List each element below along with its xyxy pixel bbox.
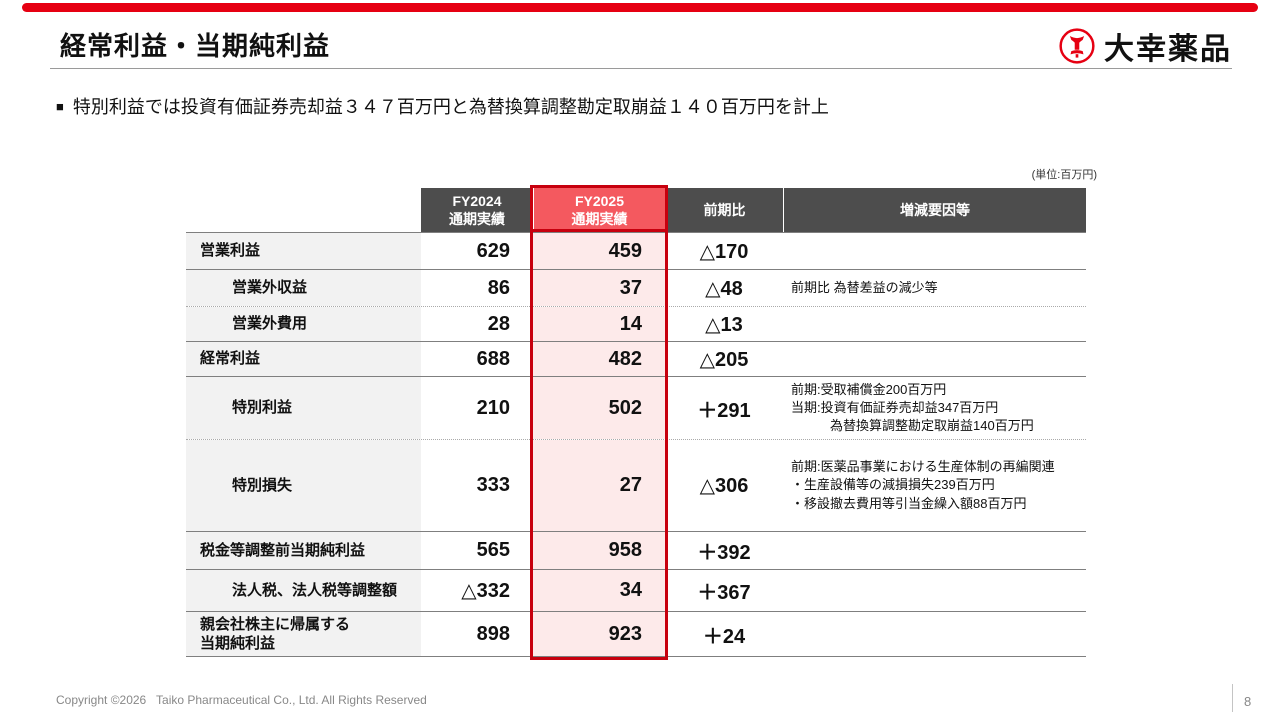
row-label: 営業外費用 — [186, 307, 421, 341]
bullet-square-icon: ■ — [56, 98, 64, 114]
fy2025-value: 37 — [533, 270, 665, 306]
table-row: 経常利益 688 482 △205 — [186, 342, 1086, 377]
table-body: 営業利益 629 459 △170 営業外収益 86 37 △48 前期比 為替差益の減少等 営業… — [186, 232, 1086, 657]
table-row: 法人税、法人税等調整額 △332 34 ＋367 — [186, 570, 1086, 612]
yoy-value: ＋367 — [697, 582, 751, 604]
yoy-value: ＋24 — [702, 625, 746, 648]
yoy-value: ＋291 — [697, 399, 751, 422]
fy2025-value: 27 — [533, 440, 665, 531]
top-accent-bar — [22, 3, 1258, 12]
column-header-yoy: 前期比 — [665, 188, 783, 232]
table-row: 特別損失 333 27 △306 前期:医薬品事業における生産体制の再編関連 ・生産設備… — [186, 440, 1086, 532]
column-header-fy2024: FY2024 通期実績 — [421, 188, 533, 232]
fy2025-value: 482 — [533, 342, 665, 376]
remark-text — [783, 342, 1086, 376]
remark-text — [783, 233, 1086, 269]
table-row: 営業外費用 28 14 △13 — [186, 307, 1086, 342]
fy2024-value: 28 — [487, 312, 510, 335]
table-row: 特別利益 210 502 ＋291 前期:受取補償金200百万円 当期:投資有価証券売却… — [186, 377, 1086, 440]
page-number: 8 — [1244, 694, 1252, 709]
table-header-row: FY2024 通期実績 FY2025 通期実績 前期比 増減要因等 — [186, 188, 1086, 232]
remark-text — [783, 612, 1086, 656]
table-row: 税金等調整前当期純利益 565 958 ＋392 — [186, 532, 1086, 570]
row-label: 親会社株主に帰属する 当期純利益 — [186, 612, 421, 656]
yoy-value: △13 — [705, 313, 743, 336]
column-header-fy2025: FY2025 通期実績 — [533, 188, 665, 232]
fy2024-value: 688 — [476, 347, 510, 370]
fy2025-value: 459 — [533, 233, 665, 269]
remark-text — [783, 532, 1086, 569]
title-divider — [50, 68, 1232, 69]
fy2024-value: 898 — [476, 622, 510, 645]
fy2024-value: 565 — [476, 539, 510, 561]
fy2024-value: 629 — [476, 239, 510, 262]
row-label: 特別利益 — [186, 377, 421, 439]
remark-text — [783, 570, 1086, 611]
copyright-text: Copyright ©2026 Taiko Pharmaceutical Co.… — [56, 693, 427, 707]
key-message: ■ 特別利益では投資有価証券売却益３４７百万円と為替換算調整勘定取崩益１４０百万… — [56, 93, 829, 119]
row-label: 特別損失 — [186, 440, 421, 531]
fy2025-value: 14 — [533, 307, 665, 341]
yoy-value: △306 — [699, 475, 749, 497]
yoy-value: △170 — [699, 240, 749, 263]
remark-text: 前期:医薬品事業における生産体制の再編関連 ・生産設備等の減損損失239百万円 … — [791, 459, 1055, 511]
table-row: 営業利益 629 459 △170 — [186, 232, 1086, 270]
fy2025-value: 502 — [533, 377, 665, 439]
fy2024-value: 210 — [476, 396, 510, 419]
fy2024-value: 333 — [476, 474, 510, 496]
yoy-value: ＋392 — [697, 542, 751, 564]
fy2025-value: 34 — [533, 570, 665, 611]
fy2024-value: 86 — [487, 276, 510, 299]
fy2025-value: 923 — [533, 612, 665, 656]
page-title: 経常利益・当期純利益 — [60, 31, 331, 61]
remark-text — [783, 307, 1086, 341]
yoy-value: △205 — [699, 348, 749, 371]
row-label: 営業利益 — [186, 233, 421, 269]
remark-text: 前期比 為替差益の減少等 — [791, 279, 938, 295]
key-message-text: 特別利益では投資有価証券売却益３４７百万円と為替換算調整勘定取崩益１４０百万円を… — [72, 97, 829, 117]
trumpet-icon — [1059, 28, 1095, 64]
fy2024-value: △332 — [461, 580, 510, 602]
row-label: 法人税、法人税等調整額 — [186, 570, 421, 611]
unit-note: (単位:百万円) — [1031, 169, 1097, 181]
row-label: 営業外収益 — [186, 270, 421, 306]
results-table: FY2024 通期実績 FY2025 通期実績 前期比 増減要因等 営業利益 62… — [186, 185, 1086, 660]
row-label: 経常利益 — [186, 342, 421, 376]
table-row: 営業外収益 86 37 △48 前期比 為替差益の減少等 — [186, 270, 1086, 307]
table-row: 親会社株主に帰属する 当期純利益 898 923 ＋24 — [186, 612, 1086, 657]
row-label: 税金等調整前当期純利益 — [186, 532, 421, 569]
yoy-value: △48 — [705, 277, 743, 300]
page-number-divider — [1232, 684, 1233, 712]
logo-text: 大幸薬品 — [1104, 33, 1232, 66]
fy2025-value: 958 — [533, 532, 665, 569]
company-logo: 大幸薬品 — [1058, 24, 1232, 68]
remark-text: 前期:受取補償金200百万円 当期:投資有価証券売却益347百万円 為替換算調整… — [791, 381, 1034, 434]
column-header-remarks: 増減要因等 — [783, 188, 1086, 232]
column-header-blank — [186, 188, 421, 232]
